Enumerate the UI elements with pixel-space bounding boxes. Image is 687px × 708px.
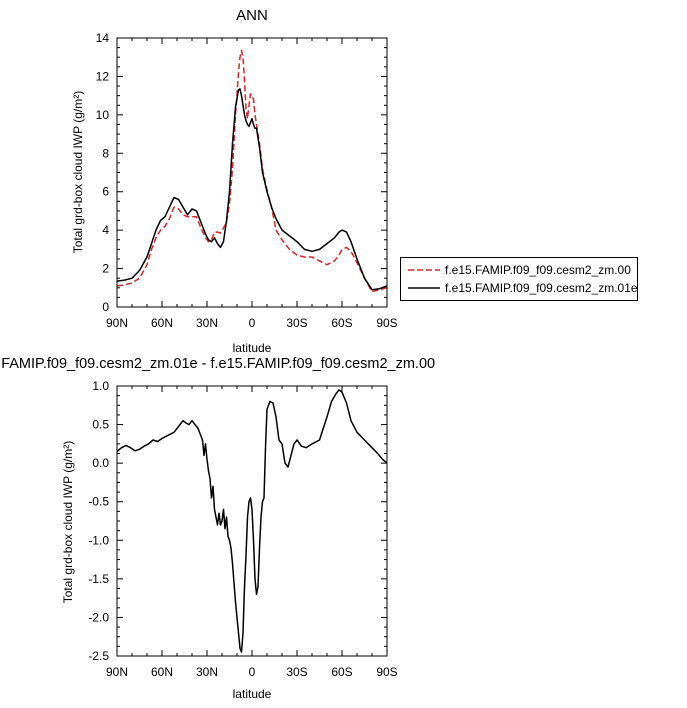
top-x-tick-label: 90S <box>376 316 397 330</box>
top-y-tick-label: 14 <box>96 31 110 45</box>
bottom-y-tick-label: -1.0 <box>88 533 109 547</box>
top-y-tick-label: 10 <box>96 108 110 122</box>
bottom-y-tick-label: -2.5 <box>88 649 109 663</box>
bottom-y-tick-label: 0.0 <box>92 456 109 470</box>
bottom-y-tick-label: 0.5 <box>92 418 109 432</box>
top-series-line-0 <box>116 49 388 293</box>
top-y-tick-label: 6 <box>102 185 109 199</box>
top-y-tick-label: 4 <box>102 223 109 237</box>
bottom-plot-frame <box>116 385 388 657</box>
top-y-axis-label: Total grd-box cloud IWP (g/m²) <box>71 91 85 254</box>
top-x-tick-label: 0 <box>249 316 256 330</box>
top-plot-frame <box>116 37 388 308</box>
top-x-tick-label: 90N <box>106 316 128 330</box>
top-x-tick-label: 60N <box>151 316 173 330</box>
bottom-x-tick-label: 60S <box>331 665 352 679</box>
bottom-y-tick-label: -0.5 <box>88 495 109 509</box>
bottom-x-tick-label: 30S <box>286 665 307 679</box>
bottom-y-tick-label: -2.0 <box>88 610 109 624</box>
bottom-y-tick-label: 1.0 <box>92 379 109 393</box>
top-series-line-1 <box>116 88 388 291</box>
bottom-x-tick-label: 90S <box>376 665 397 679</box>
top-x-tick-label: 60S <box>331 316 352 330</box>
top-x-axis-label: latitude <box>233 341 272 355</box>
legend-swatch-dashed-red <box>408 269 440 271</box>
legend-item-series-0: f.e15.FAMIP.f09_f09.cesm2_zm.00 <box>407 262 631 278</box>
bottom-x-tick-label: 60N <box>151 665 173 679</box>
top-y-tick-label: 0 <box>102 300 109 314</box>
legend-item-series-1: f.e15.FAMIP.f09_f09.cesm2_zm.01e <box>407 280 638 296</box>
bottom-x-tick-label: 0 <box>249 665 256 679</box>
legend: f.e15.FAMIP.f09_f09.cesm2_zm.00 f.e15.FA… <box>400 257 638 301</box>
bottom-x-axis-label: latitude <box>233 687 272 701</box>
legend-label-series-1: f.e15.FAMIP.f09_f09.cesm2_zm.01e <box>445 281 638 295</box>
bottom-x-tick-label: 90N <box>106 665 128 679</box>
top-panel: ANN Total grd-box cloud IWP (g/m²) latit… <box>71 7 398 355</box>
bottom-y-tick-label: -1.5 <box>88 572 109 586</box>
top-x-tick-label: 30S <box>286 316 307 330</box>
bottom-y-axis-label: Total grd-box cloud IWP (g/m²) <box>61 441 75 604</box>
bottom-panel: f.e15.FAMIP.f09_f09.cesm2_zm.01e - f.e15… <box>0 356 435 701</box>
bottom-chart-title: f.e15.FAMIP.f09_f09.cesm2_zm.01e - f.e15… <box>0 356 435 372</box>
top-chart-title: ANN <box>236 7 268 24</box>
top-y-tick-label: 12 <box>96 69 110 83</box>
top-y-tick-label: 2 <box>102 262 109 276</box>
top-y-tick-label: 8 <box>102 146 109 160</box>
legend-swatch-solid-black <box>408 287 440 289</box>
bottom-x-tick-label: 30N <box>196 665 218 679</box>
legend-label-series-0: f.e15.FAMIP.f09_f09.cesm2_zm.00 <box>445 263 631 277</box>
top-x-tick-label: 30N <box>196 316 218 330</box>
bottom-series-line-0 <box>116 389 388 653</box>
